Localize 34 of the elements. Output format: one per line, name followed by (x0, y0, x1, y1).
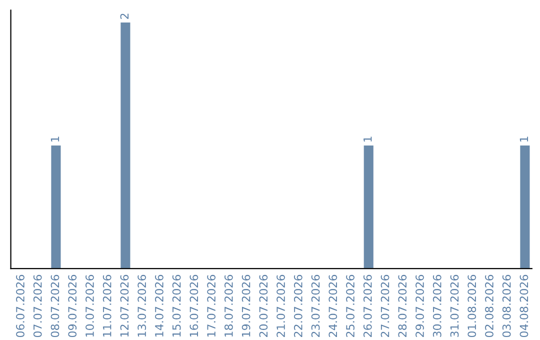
x-tick-label: 09.07.2026 (68, 274, 77, 338)
data-label: 1 (50, 136, 60, 142)
x-tick-label: 20.07.2026 (259, 274, 268, 337)
x-tick-label: 27.07.2026 (380, 274, 390, 337)
x-tick-label: 01.08.2026 (468, 274, 476, 338)
x-tick-label: 30.07.2026 (432, 274, 442, 337)
x-tick-label: 16.07.2026 (190, 274, 198, 337)
x-tick-label: 11.07.2026 (102, 274, 112, 337)
x-tick-label: 13.07.2026 (138, 274, 146, 337)
x-tick-label: 28.07.2026 (398, 274, 407, 337)
x-tick-label: 02.08.2026 (485, 274, 494, 338)
x-tick-label: 18.07.2026 (224, 274, 233, 337)
data-label: 2 (120, 14, 129, 19)
x-tick-label: 03.08.2026 (502, 274, 511, 338)
x-tick-label: 26.07.2026 (363, 274, 372, 337)
x-tick-label: 25.07.2026 (346, 274, 354, 337)
x-tick-label: 08.07.2026 (50, 274, 60, 338)
data-label: 1 (520, 136, 528, 142)
x-tick-label: 23.07.2026 (311, 274, 320, 337)
x-tick-label: 12.07.2026 (120, 274, 129, 337)
x-tick-label: 10.07.2026 (86, 274, 94, 337)
x-tick-label: 29.07.2026 (416, 274, 424, 337)
x-tick-label: 17.07.2026 (207, 274, 216, 337)
x-tick-label: 31.07.2026 (450, 274, 459, 337)
x-tick-label: 21.07.2026 (276, 274, 285, 337)
x-tick-label: 24.07.2026 (328, 274, 338, 337)
x-tick-label: 07.07.2026 (33, 274, 42, 338)
x-tick-label: 15.07.2026 (172, 274, 181, 337)
x-tick-label: 06.07.2026 (16, 274, 24, 338)
x-tick-label: 14.07.2026 (155, 274, 164, 337)
x-tick-label: 04.08.2026 (520, 274, 528, 338)
x-tick-label: 19.07.2026 (242, 274, 250, 337)
data-label: 1 (364, 136, 372, 142)
x-tick-label: 22.07.2026 (294, 274, 302, 337)
